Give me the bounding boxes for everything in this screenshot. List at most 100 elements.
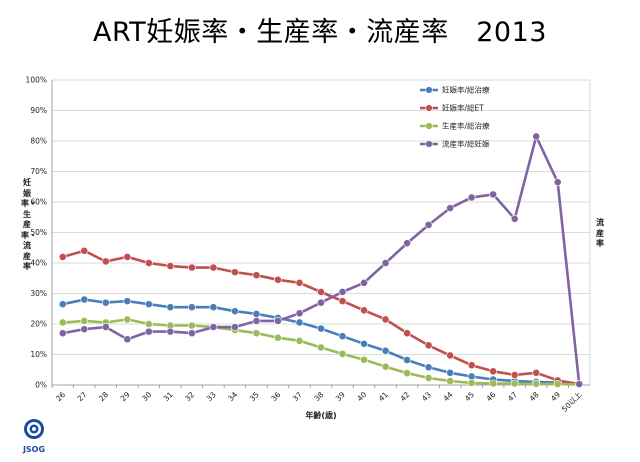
x-tick-label: 50以上 <box>560 390 584 414</box>
data-point <box>209 303 218 312</box>
x-tick-label: 46 <box>484 390 497 403</box>
legend-swatch-marker <box>425 122 433 130</box>
x-tick-label: 31 <box>162 390 175 403</box>
data-point <box>467 378 476 387</box>
data-point <box>252 329 261 338</box>
data-point <box>209 263 218 272</box>
data-point <box>101 298 110 307</box>
x-tick-label: 43 <box>420 390 433 403</box>
data-point <box>553 380 562 388</box>
data-point <box>58 300 67 309</box>
y-tick-label: 0% <box>35 381 47 390</box>
data-point <box>123 297 132 306</box>
data-point <box>295 309 304 318</box>
data-point <box>510 371 519 379</box>
data-point <box>338 288 347 296</box>
data-point <box>187 321 196 330</box>
data-point <box>144 320 153 328</box>
data-point <box>403 329 411 338</box>
legend-swatch-marker <box>425 140 433 148</box>
data-point <box>295 336 304 345</box>
logo-text: JSOG <box>22 445 46 454</box>
y-tick-label: 50% <box>30 228 47 237</box>
legend-swatch-marker <box>425 86 433 94</box>
data-point <box>274 333 282 342</box>
data-point <box>446 377 455 385</box>
data-point <box>446 368 455 377</box>
data-point <box>295 318 304 327</box>
data-point <box>123 252 132 261</box>
data-point <box>381 346 390 355</box>
data-point <box>467 361 476 370</box>
data-point <box>166 327 175 336</box>
x-tick-label: 26 <box>54 390 67 403</box>
data-point <box>360 355 368 364</box>
y-axis-label-right: 流産率 <box>596 218 604 248</box>
data-point <box>532 368 541 377</box>
data-point <box>403 239 411 248</box>
legend-label: 流産率/総妊娠 <box>442 139 490 149</box>
legend-label: 生産率/総治療 <box>442 121 490 131</box>
data-point <box>338 332 347 341</box>
y-tick-label: 90% <box>30 106 47 115</box>
x-tick-label: 39 <box>334 390 347 403</box>
x-tick-label: 29 <box>119 390 132 403</box>
y-tick-label: 60% <box>30 198 47 207</box>
data-point <box>209 323 218 331</box>
data-point <box>317 288 325 296</box>
data-point <box>123 315 132 324</box>
data-point <box>80 246 89 255</box>
x-tick-label: 34 <box>226 390 239 403</box>
jsog-emblem-icon <box>24 419 44 439</box>
data-point <box>575 380 584 388</box>
data-point <box>252 317 261 325</box>
data-point <box>80 317 89 325</box>
data-point <box>360 278 368 287</box>
data-point <box>274 317 282 325</box>
x-tick-label: 35 <box>248 390 261 403</box>
data-point <box>317 343 325 352</box>
data-point <box>403 356 411 364</box>
data-point <box>532 132 541 141</box>
x-tick-label: 30 <box>140 390 153 403</box>
data-point <box>166 262 175 270</box>
data-point <box>381 259 390 267</box>
data-point <box>403 369 411 378</box>
x-tick-label: 36 <box>269 390 282 403</box>
data-point <box>360 306 368 315</box>
x-tick-label: 33 <box>205 390 218 403</box>
x-tick-label: 44 <box>441 390 454 403</box>
data-point <box>295 278 304 287</box>
y-tick-label: 80% <box>30 137 47 146</box>
data-point <box>424 374 433 382</box>
legend-label: 妊娠率/総治療 <box>442 85 490 95</box>
data-point <box>58 318 67 327</box>
x-axis-label: 年齢(歳) <box>305 410 336 420</box>
data-point <box>381 362 390 371</box>
data-point <box>144 259 153 267</box>
data-point <box>80 295 89 304</box>
data-point <box>187 263 196 272</box>
data-point <box>187 303 196 312</box>
x-tick-label: 42 <box>398 390 411 403</box>
y-tick-label: 100% <box>26 76 47 85</box>
data-point <box>338 349 347 358</box>
y-axis-label-left: 妊娠率・生産率・流産率 <box>21 178 37 271</box>
x-tick-label: 32 <box>183 390 196 403</box>
data-point <box>489 379 498 388</box>
x-tick-label: 49 <box>549 390 562 403</box>
data-point <box>510 379 519 388</box>
data-point <box>144 327 153 336</box>
x-tick-label: 45 <box>463 390 476 403</box>
x-tick-label: 38 <box>312 390 325 403</box>
x-tick-label: 48 <box>527 390 540 403</box>
data-point <box>231 307 239 316</box>
data-point <box>166 303 175 312</box>
x-tick-label: 28 <box>97 390 110 403</box>
data-point <box>123 335 132 344</box>
data-point <box>58 329 67 338</box>
data-point <box>360 339 368 348</box>
data-point <box>317 298 325 307</box>
data-point <box>317 324 325 333</box>
y-tick-label: 70% <box>30 167 47 176</box>
